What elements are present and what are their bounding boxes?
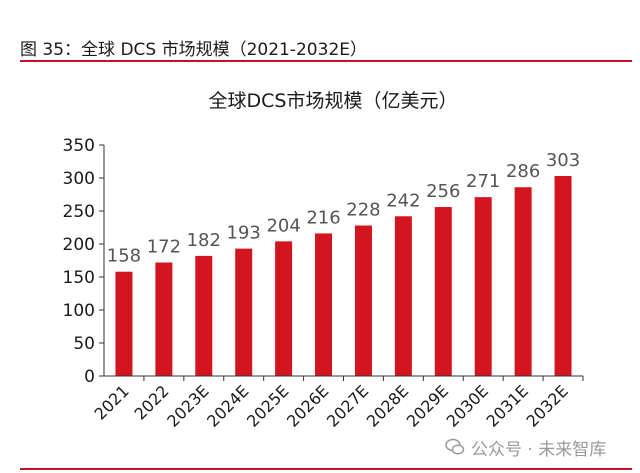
y-tick-label: 350 [63, 136, 95, 156]
caption-divider [20, 60, 632, 62]
y-tick-label: 200 [63, 235, 95, 255]
bar-2027E [354, 225, 372, 376]
x-tick-label-2025E: 2025E [243, 381, 292, 430]
watermark-text: 公众号 · 未来智库 [471, 439, 607, 460]
value-label-2032E: 303 [546, 150, 580, 171]
bar-2028E [394, 216, 412, 376]
value-label-2021: 158 [107, 246, 141, 267]
value-label-2027E: 228 [346, 200, 380, 221]
value-label-2030E: 271 [466, 171, 500, 192]
x-tick-label-2026E: 2026E [283, 381, 332, 430]
value-label-2022: 172 [147, 236, 181, 257]
bar-2021 [115, 271, 133, 376]
bar-2026E [315, 233, 333, 376]
y-tick-label: 250 [63, 202, 95, 222]
wechat-icon [445, 438, 465, 455]
x-tick-label-2027E: 2027E [323, 381, 372, 430]
bar-2023E [195, 255, 213, 376]
value-label-2023E: 182 [187, 230, 221, 251]
x-axis: 202120222023E2024E2025E2026E2027E2028E20… [91, 375, 584, 431]
x-tick-label-2031E: 2031E [483, 381, 532, 430]
value-label-2024E: 193 [227, 223, 261, 244]
bar-2031E [514, 187, 532, 376]
bar-2025E [275, 241, 293, 376]
x-tick-label-2029E: 2029E [403, 381, 452, 430]
chart-title: 全球DCS市场规模（亿美元） [209, 90, 458, 112]
bars [115, 176, 572, 376]
bar-2024E [235, 248, 253, 376]
x-tick-label-2028E: 2028E [363, 381, 412, 430]
value-label-2028E: 242 [386, 190, 420, 211]
figure-header: 图 35：全球 DCS 市场规模（2021-2032E） [20, 0, 632, 62]
x-tick-label-2021: 2021 [91, 381, 133, 423]
x-tick-label-2023E: 2023E [163, 381, 212, 430]
value-label-2026E: 216 [306, 207, 340, 228]
value-labels: 158 172 182 193 204 216 228 242 256 271 286 303 [107, 150, 580, 267]
bar-2022 [155, 262, 173, 376]
figure-caption: 图 35：全球 DCS 市场规模（2021-2032E） [20, 40, 367, 60]
x-tick-label-2032E: 2032E [522, 381, 571, 430]
y-tick-label: 50 [73, 334, 95, 354]
watermark: 公众号 · 未来智库 [445, 434, 606, 460]
x-tick-label-2030E: 2030E [443, 381, 492, 430]
bar-2029E [434, 207, 452, 376]
bar-2032E [554, 176, 572, 376]
y-tick-label: 300 [63, 169, 95, 189]
x-tick-label-2024E: 2024E [203, 381, 252, 430]
value-label-2029E: 256 [426, 181, 460, 202]
y-tick-label: 0 [84, 367, 95, 387]
y-tick-label: 100 [63, 301, 95, 321]
y-tick-label: 150 [63, 268, 95, 288]
bar-2030E [474, 197, 492, 376]
value-label-2031E: 286 [506, 161, 540, 182]
y-axis: 0 50 100 150 200 250 300 350 [63, 136, 105, 387]
bottom-divider [20, 468, 632, 470]
value-label-2025E: 204 [266, 215, 300, 236]
